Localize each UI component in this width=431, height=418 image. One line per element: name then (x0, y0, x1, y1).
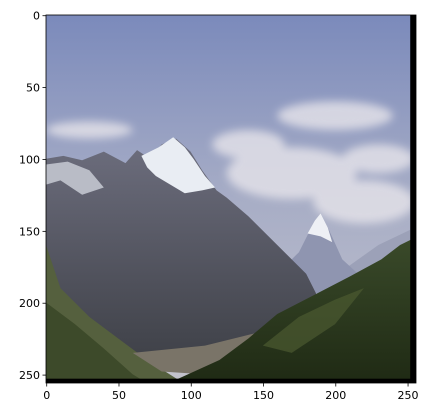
y-tick-label: 50 (26, 82, 40, 95)
x-tick-label: 100 (181, 389, 202, 402)
x-tick-label: 200 (325, 389, 346, 402)
y-tick-label: 150 (19, 225, 40, 238)
image (46, 15, 416, 383)
x-tick-label: 0 (43, 389, 50, 402)
y-tick-label: 250 (19, 369, 40, 382)
x-tick-label: 150 (253, 389, 274, 402)
x-tick-label: 50 (112, 389, 126, 402)
x-tick-label: 250 (398, 389, 419, 402)
axes-frame (45, 14, 417, 384)
y-tick-label: 100 (19, 153, 40, 166)
y-tick-label: 0 (33, 10, 40, 23)
y-tick-label: 200 (19, 297, 40, 310)
